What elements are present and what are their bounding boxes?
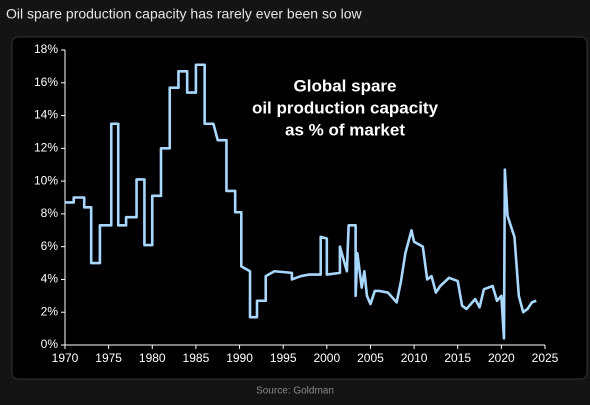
x-tick-label: 2020 xyxy=(488,351,515,365)
annotation: as % of market xyxy=(285,120,405,139)
y-tick-label: 14% xyxy=(34,108,58,122)
x-tick-label: 2025 xyxy=(532,351,559,365)
annotation: oil production capacity xyxy=(252,98,439,117)
x-tick-label: 1990 xyxy=(226,351,253,365)
x-tick-label: 1970 xyxy=(52,351,79,365)
x-tick-label: 2000 xyxy=(313,351,340,365)
x-tick-label: 2015 xyxy=(444,351,471,365)
y-tick-label: 4% xyxy=(41,272,59,286)
x-tick-label: 2010 xyxy=(401,351,428,365)
plot-panel xyxy=(11,36,588,380)
x-tick-label: 1995 xyxy=(270,351,297,365)
y-tick-label: 6% xyxy=(41,239,59,253)
x-tick-label: 1980 xyxy=(139,351,166,365)
y-tick-label: 0% xyxy=(41,337,59,351)
y-tick-label: 18% xyxy=(34,42,58,56)
x-tick-label: 1975 xyxy=(95,351,122,365)
y-tick-label: 12% xyxy=(34,141,58,155)
y-tick-label: 16% xyxy=(34,75,58,89)
y-tick-label: 10% xyxy=(34,173,58,187)
y-tick-label: 8% xyxy=(41,206,59,220)
x-tick-label: 1985 xyxy=(183,351,210,365)
x-tick-label: 2005 xyxy=(357,351,384,365)
chart-title: Oil spare production capacity has rarely… xyxy=(6,6,363,22)
source: Source: Goldman xyxy=(256,386,334,397)
data-line xyxy=(65,63,537,340)
annotation: Global spare xyxy=(294,76,397,95)
y-tick-label: 2% xyxy=(41,304,59,318)
